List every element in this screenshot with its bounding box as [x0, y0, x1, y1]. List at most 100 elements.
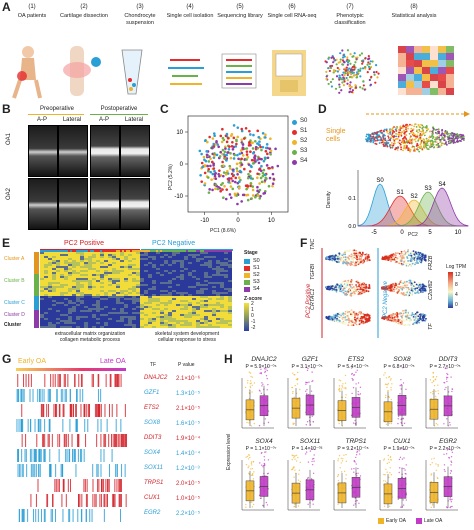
pca-point-s1: [200, 161, 204, 165]
panel-c-label: C: [160, 102, 169, 116]
pca-point-s2: [237, 186, 241, 190]
pca-point-s1: [234, 176, 238, 180]
tf-barcode: [16, 374, 127, 522]
pca-point-s4: [259, 169, 263, 173]
legend-late-swatch: [416, 518, 422, 524]
pca-point-s4: [272, 177, 276, 181]
pca-point-s4: [259, 194, 262, 198]
feature-plots: [321, 248, 427, 338]
step-6-label: Single cell RNA-seq: [267, 13, 317, 19]
pca-point-s1: [245, 150, 249, 153]
pca-point-s0: [211, 172, 215, 176]
pca-point-s4: [276, 164, 280, 168]
patient-figure: [12, 46, 42, 99]
h-gene-ddit3: DDIT3: [438, 356, 458, 363]
pca-point-s0: [232, 124, 236, 127]
zscore-tick: 2: [251, 301, 254, 307]
pca-point-s4: [241, 143, 245, 146]
pca-point-s4: [236, 202, 239, 206]
pca-point-s2: [210, 178, 213, 181]
h-gene-cux1: CUX1: [393, 438, 411, 445]
cluster-d-label: Cluster D: [4, 312, 25, 318]
step-1-number: (1): [28, 4, 36, 10]
density-xtick-label: -5: [371, 230, 377, 236]
legend-late-label: Late OA: [424, 518, 443, 524]
pca-point-s3: [247, 172, 250, 176]
lateral-label-post: Lateral: [124, 117, 144, 123]
row-label-oa1: OA1: [6, 132, 12, 145]
h-pvalue-sox4: P = 1.1×10⁻⁰⁷: [245, 446, 277, 452]
pca-point-s1: [211, 160, 214, 164]
h-pvalue-dnajc2: P = 5.9×10⁻⁰⁶: [245, 364, 277, 370]
density-xtick-label: 10: [455, 230, 462, 236]
pca-point-s4: [240, 151, 244, 155]
log-tpm-tick: 4: [455, 292, 458, 298]
pca-point-s4: [268, 176, 272, 180]
pca-point-s4: [260, 157, 263, 161]
log-tpm-ticks: 12 8 4 0: [455, 270, 461, 310]
pca-point-s1: [232, 136, 236, 140]
go-pos-2: collagen metabolic process: [59, 337, 121, 343]
pca-point-s3: [260, 148, 263, 152]
workflow-illustration: [12, 46, 454, 99]
stage-swatch: [244, 287, 250, 292]
pca-point-s4: [274, 147, 277, 151]
tf-pvalue-egr2: 2.2×10⁻⁵: [176, 511, 201, 517]
pca-xtick-label-1: 0: [236, 218, 240, 224]
pca-point-s0: [234, 145, 238, 148]
pca-point-s1: [212, 167, 216, 170]
pca-point-s1: [245, 153, 249, 156]
pc2-negative-title: PC2 Negative: [152, 240, 196, 247]
xray-oa2-post-ap: [90, 178, 120, 230]
log-tpm-tick: 12: [455, 272, 461, 278]
pca-point-s2: [235, 169, 239, 173]
pca-xtick-label-2: 10: [268, 218, 275, 224]
pca-point-s2: [212, 154, 216, 158]
pca-point-s1: [268, 166, 271, 170]
pca-point-s3: [258, 188, 262, 192]
h-pvalue-gzf1: P = 3.1×10⁻⁰⁵: [291, 364, 323, 370]
step-3-label: Chondrocyte suspension: [124, 13, 156, 26]
tf-pvalue-sox8: 1.6×10⁻⁵: [176, 421, 201, 427]
pca-point-s4: [208, 188, 211, 191]
pca-point-s0: [249, 176, 253, 180]
pca-point-s2: [264, 133, 267, 136]
density-peak-label: S2: [410, 194, 418, 200]
xray-oa1-post-ap: [90, 125, 120, 177]
pca-point-s2: [237, 176, 241, 179]
lateral-label-pre: Lateral: [62, 117, 82, 123]
tf-name-dnajc2: DNAJC2: [144, 375, 168, 381]
pca-point-s2: [258, 182, 261, 185]
pca-point-s2: [220, 140, 224, 144]
pca-point-s2: [211, 137, 215, 140]
pca-point-s3: [249, 182, 253, 185]
pca-point-s1: [249, 150, 252, 153]
pca-point-s0: [238, 152, 242, 156]
pca-point-s2: [241, 154, 245, 157]
pca-point-s3: [223, 157, 227, 160]
pca-point-s0: [236, 153, 239, 157]
pca-point-s1: [242, 137, 246, 140]
f-neg-gene-c2orf82: C2orf82: [428, 280, 434, 300]
pca-point-s4: [224, 197, 228, 201]
late-oa-label: Late OA: [100, 358, 126, 365]
pca-point-s3: [235, 194, 239, 197]
pca-point-s4: [231, 179, 234, 183]
pca-point-s3: [260, 180, 264, 184]
pca-point-s4: [211, 188, 214, 192]
pca-point-s0: [264, 173, 267, 177]
stage-label: S2: [253, 272, 260, 278]
pca-point-s0: [227, 180, 230, 184]
pca-point-s4: [219, 150, 222, 154]
h-gene-gzf1: GZF1: [301, 356, 319, 363]
pca-point-s2: [206, 140, 209, 144]
zscore-tick: -1: [251, 319, 256, 325]
xray-oa2-pre-lateral: [58, 178, 88, 230]
xray-oa1-post-lateral: [120, 125, 150, 177]
pca-point-s3: [216, 187, 220, 191]
pca-point-s3: [214, 183, 218, 186]
step-8-number: (8): [410, 4, 418, 10]
pca-point-s1: [229, 177, 233, 180]
pca-point-s1: [256, 172, 259, 176]
pca-point-s3: [269, 152, 272, 156]
